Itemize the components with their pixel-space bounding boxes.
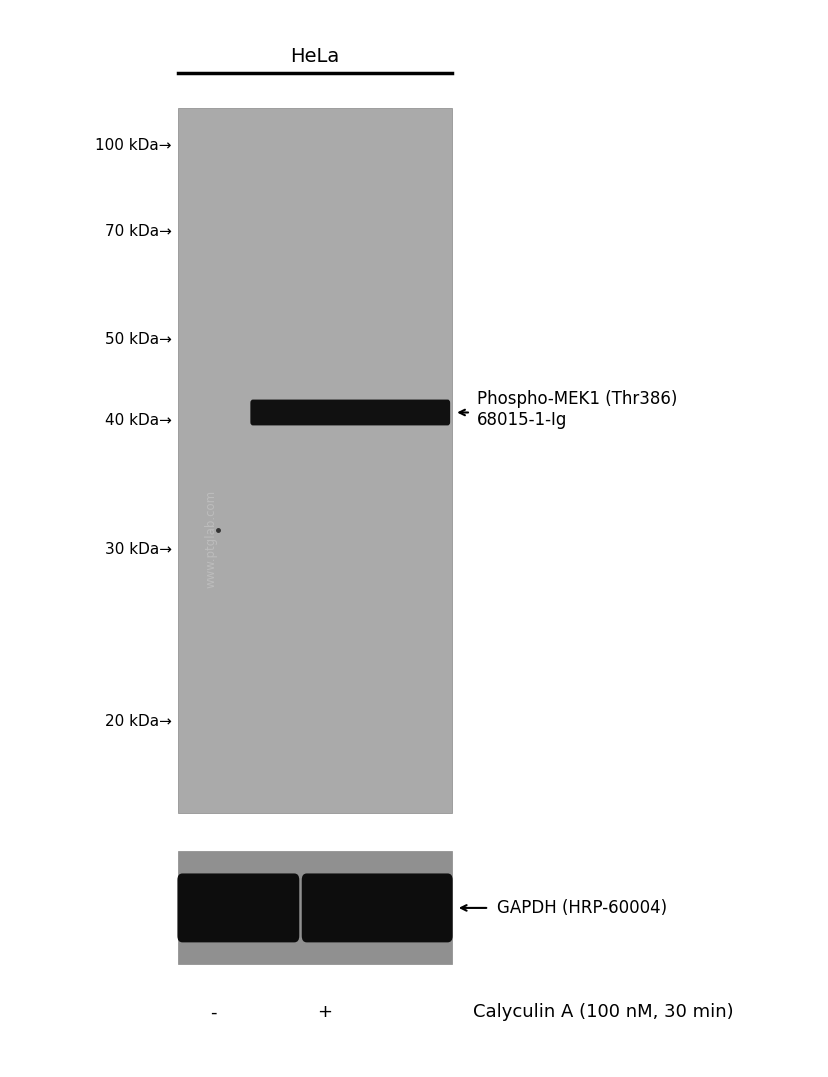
Text: 100 kDa→: 100 kDa→ (95, 138, 171, 153)
Text: 40 kDa→: 40 kDa→ (104, 412, 171, 428)
FancyBboxPatch shape (177, 873, 299, 942)
Text: www.ptglab.com: www.ptglab.com (205, 489, 218, 588)
Text: 50 kDa→: 50 kDa→ (104, 332, 171, 347)
Text: +: + (317, 1004, 332, 1021)
Text: 20 kDa→: 20 kDa→ (104, 714, 171, 729)
Text: GAPDH (HRP-60004): GAPDH (HRP-60004) (497, 899, 667, 917)
Bar (178, 108, 451, 813)
Text: HeLa: HeLa (290, 46, 339, 66)
Text: -: - (209, 1004, 216, 1021)
Text: 70 kDa→: 70 kDa→ (104, 224, 171, 239)
Bar (178, 851, 451, 964)
Text: Phospho-MEK1 (Thr386)
68015-1-Ig: Phospho-MEK1 (Thr386) 68015-1-Ig (476, 390, 676, 429)
Text: 30 kDa→: 30 kDa→ (104, 542, 171, 557)
Text: Calyculin A (100 nM, 30 min): Calyculin A (100 nM, 30 min) (472, 1004, 732, 1021)
FancyBboxPatch shape (250, 400, 450, 425)
FancyBboxPatch shape (301, 873, 452, 942)
